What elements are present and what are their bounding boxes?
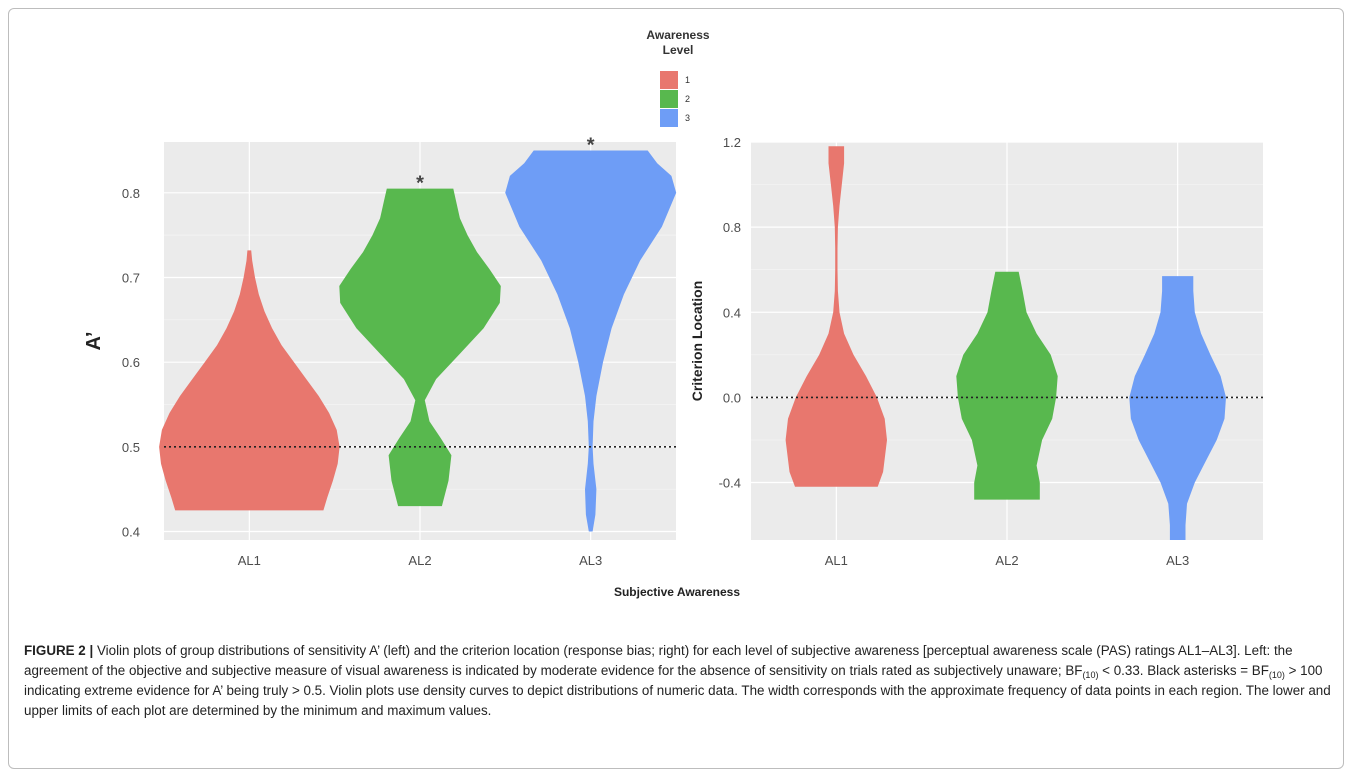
- y-tick-label: 0.4: [122, 525, 140, 540]
- legend-title-line2: Level: [662, 43, 694, 57]
- y-tick-label: 0.6: [122, 355, 140, 370]
- x-tick-label-al2: AL2: [408, 553, 431, 568]
- y-tick-label: 0.7: [122, 270, 140, 285]
- x-axis-title: Subjective Awareness: [613, 585, 741, 599]
- y-tick-label: 0.8: [122, 186, 140, 201]
- y-tick-label: 0.0: [723, 390, 741, 405]
- violin-al3: [1129, 276, 1226, 540]
- violin-al2: [956, 271, 1058, 500]
- x-tick-label-al1: AL1: [825, 553, 848, 568]
- caption-label: FIGURE 2 |: [24, 643, 94, 658]
- violin-charts: 0.4 0.5 0.6 0.7 0.8 AL1 AL2 AL3 * * A’ -0.4 0.0 0.4 0.…: [83, 134, 1263, 568]
- x-tick-label-al3: AL3: [579, 553, 602, 568]
- figure-caption: FIGURE 2 | Violin plots of group distrib…: [24, 641, 1334, 721]
- figure-frame: [8, 8, 1344, 769]
- y-tick-label: 1.2: [723, 135, 741, 150]
- y-tick-label: 0.5: [122, 440, 140, 455]
- caption-sub-1: (10): [1082, 670, 1099, 680]
- caption-text-3: > 100 indicating extreme evidence for A’…: [24, 663, 1331, 718]
- y-tick-label: -0.4: [719, 476, 741, 491]
- x-tick-label-al1: AL1: [238, 553, 261, 568]
- legend-swatch-1: [660, 71, 678, 89]
- violin-al2: [339, 188, 501, 507]
- significance-marker-al2: *: [416, 173, 424, 195]
- violin-al1: [785, 146, 887, 487]
- legend-label-1: 1: [685, 75, 691, 85]
- y-tick-label: 0.4: [723, 305, 741, 320]
- caption-text-1: Violin plots of group distributions of s…: [24, 643, 1293, 678]
- significance-marker-al3: *: [587, 134, 595, 156]
- caption-sub-2: (10): [1268, 670, 1285, 680]
- legend-swatch-3: [660, 109, 678, 127]
- violin-al3: [505, 150, 677, 532]
- legend-label-2: 2: [685, 94, 691, 104]
- violin-al1: [159, 250, 340, 511]
- legend-title-line1: Awareness: [646, 28, 710, 42]
- y-axis-title-2: Criterion Location: [689, 281, 705, 402]
- legend-swatch-2: [660, 90, 678, 108]
- y-tick-label: 0.8: [723, 220, 741, 235]
- x-tick-label-al2: AL2: [995, 553, 1018, 568]
- legend-label-3: 3: [685, 113, 691, 123]
- caption-text-2: < 0.33. Black asterisks = BF: [1098, 663, 1269, 678]
- y-axis-title-1: A’: [83, 332, 105, 351]
- x-tick-label-al3: AL3: [1166, 553, 1189, 568]
- legend-title: Awareness Level: [600, 28, 756, 58]
